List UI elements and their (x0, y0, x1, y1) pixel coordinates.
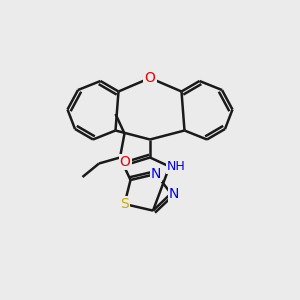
Text: N: N (151, 167, 161, 181)
Text: O: O (145, 71, 155, 85)
Text: O: O (120, 155, 130, 169)
Text: N: N (169, 187, 179, 200)
Text: NH: NH (167, 160, 185, 173)
Text: S: S (120, 197, 129, 211)
